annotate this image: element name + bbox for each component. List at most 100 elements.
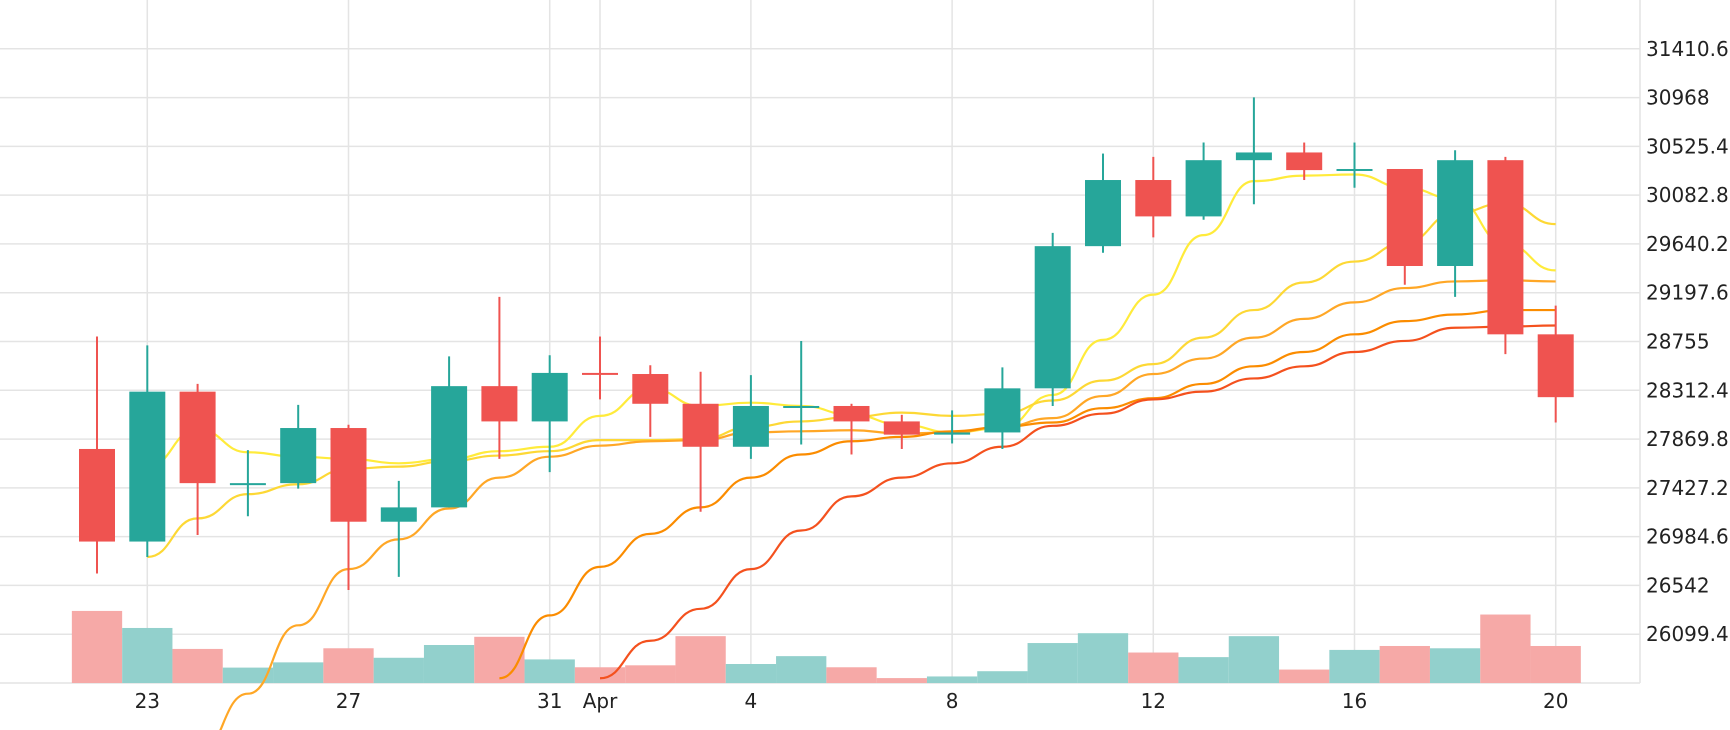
volume-bar — [423, 645, 475, 683]
price-tick-label: 30082.8 — [1646, 183, 1729, 207]
candle — [280, 404, 317, 489]
candle-body — [1336, 168, 1373, 171]
volume-bar — [172, 648, 223, 683]
candle — [1034, 232, 1071, 406]
candle — [883, 414, 920, 449]
candle-body — [1235, 152, 1272, 161]
volume-bar — [776, 656, 827, 683]
candle — [1286, 142, 1323, 181]
volume-bar — [574, 667, 626, 683]
candle-body — [1286, 152, 1323, 171]
candle — [229, 450, 266, 517]
candle — [1386, 168, 1423, 285]
time-tick-label: 12 — [1141, 689, 1166, 713]
candle — [632, 365, 669, 437]
candle — [1085, 153, 1121, 253]
candle — [783, 340, 820, 445]
candle-body — [1085, 180, 1121, 247]
candle — [934, 410, 971, 444]
volume-bar — [826, 667, 877, 683]
volume-bar — [1027, 643, 1078, 683]
candle-body — [632, 374, 669, 404]
volume-bar — [1228, 636, 1280, 683]
candle-body — [1034, 246, 1071, 389]
price-tick-label: 30525.4 — [1646, 134, 1729, 158]
volume-bar — [675, 636, 726, 683]
candle — [330, 424, 367, 591]
candle-body — [79, 448, 115, 542]
volume-bar — [1379, 645, 1430, 683]
axes: 31410.6 30968 30525.4 30082.8 29640.2 29197.6… — [135, 37, 1729, 713]
volume-bar — [1429, 648, 1481, 683]
candle-body — [179, 391, 216, 484]
volume-bar — [1178, 657, 1229, 683]
candle-body — [1537, 334, 1574, 398]
time-tick-label: 16 — [1342, 689, 1367, 713]
candle — [179, 383, 216, 535]
volume-bar — [1128, 652, 1179, 683]
candle-body — [431, 386, 468, 508]
time-tick-label: 23 — [135, 689, 160, 713]
candle-body — [833, 405, 870, 422]
candle-body — [1437, 160, 1474, 266]
volume-bar — [222, 667, 274, 683]
volume-bar — [625, 665, 676, 683]
candle — [1437, 150, 1474, 297]
volume-bar — [1279, 669, 1330, 683]
candle-body — [1386, 168, 1423, 266]
volume-bar — [977, 671, 1028, 683]
candle-body — [883, 421, 920, 435]
moving-average-line — [599, 324, 1556, 680]
candle — [1487, 156, 1524, 355]
candle-body — [682, 403, 719, 447]
candle — [79, 336, 115, 574]
volume-bar — [1530, 645, 1581, 683]
candle-body — [1185, 160, 1222, 217]
volume-bar — [1329, 649, 1380, 683]
candle-body — [280, 428, 317, 484]
moving-average-line — [147, 173, 1556, 468]
candle — [1235, 97, 1272, 205]
volume-bar — [122, 627, 173, 683]
candle-body — [380, 507, 417, 522]
candle — [682, 371, 719, 512]
volume-bar — [926, 676, 978, 683]
candles — [79, 97, 1574, 591]
candle — [1537, 305, 1574, 423]
moving-average-line — [499, 308, 1556, 680]
candle-body — [330, 428, 367, 522]
candle-body — [783, 405, 820, 408]
volume-bar — [876, 678, 927, 683]
price-tick-label: 30968 — [1646, 86, 1710, 110]
time-tick-label: Apr — [583, 689, 618, 713]
volume-bar — [474, 636, 525, 683]
time-tick-label: 27 — [336, 689, 361, 713]
price-tick-label: 29197.6 — [1646, 281, 1729, 305]
candle — [380, 480, 417, 577]
volume-bar — [323, 648, 374, 683]
candle-body — [732, 405, 769, 447]
candle-body — [229, 483, 266, 486]
candle — [129, 345, 166, 557]
time-tick-label: 4 — [745, 689, 758, 713]
volume-bar — [373, 657, 424, 683]
grid — [0, 0, 1641, 684]
candle-body — [934, 432, 971, 435]
price-tick-label: 26984.6 — [1646, 525, 1729, 549]
price-tick-label: 26099.4 — [1646, 622, 1729, 646]
time-tick-label: 20 — [1543, 689, 1568, 713]
candle — [1135, 156, 1172, 238]
candle-body — [531, 372, 568, 422]
candle-body — [984, 388, 1021, 433]
candle-body — [1487, 160, 1524, 335]
volume-bar — [273, 662, 324, 683]
candle — [732, 375, 769, 459]
price-tick-label: 28312.4 — [1646, 378, 1729, 402]
price-tick-label: 26542 — [1646, 573, 1710, 597]
candle-body — [1135, 180, 1172, 217]
volume-bar — [71, 610, 123, 683]
volume-bar — [524, 659, 575, 683]
volume-bars — [71, 610, 1581, 683]
time-tick-label: 31 — [537, 689, 562, 713]
